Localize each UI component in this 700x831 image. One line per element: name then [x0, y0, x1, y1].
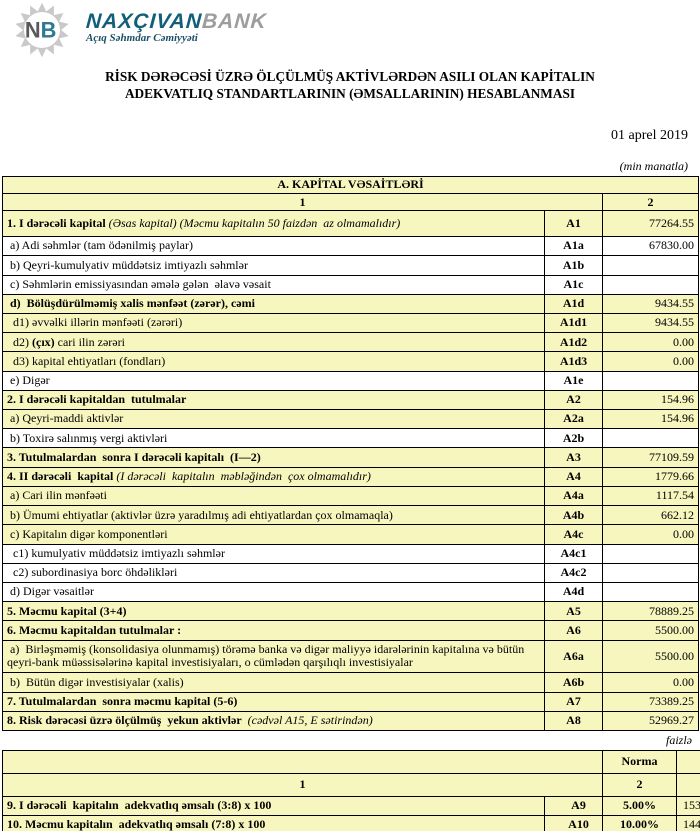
svg-text:NB: NB [25, 18, 57, 43]
